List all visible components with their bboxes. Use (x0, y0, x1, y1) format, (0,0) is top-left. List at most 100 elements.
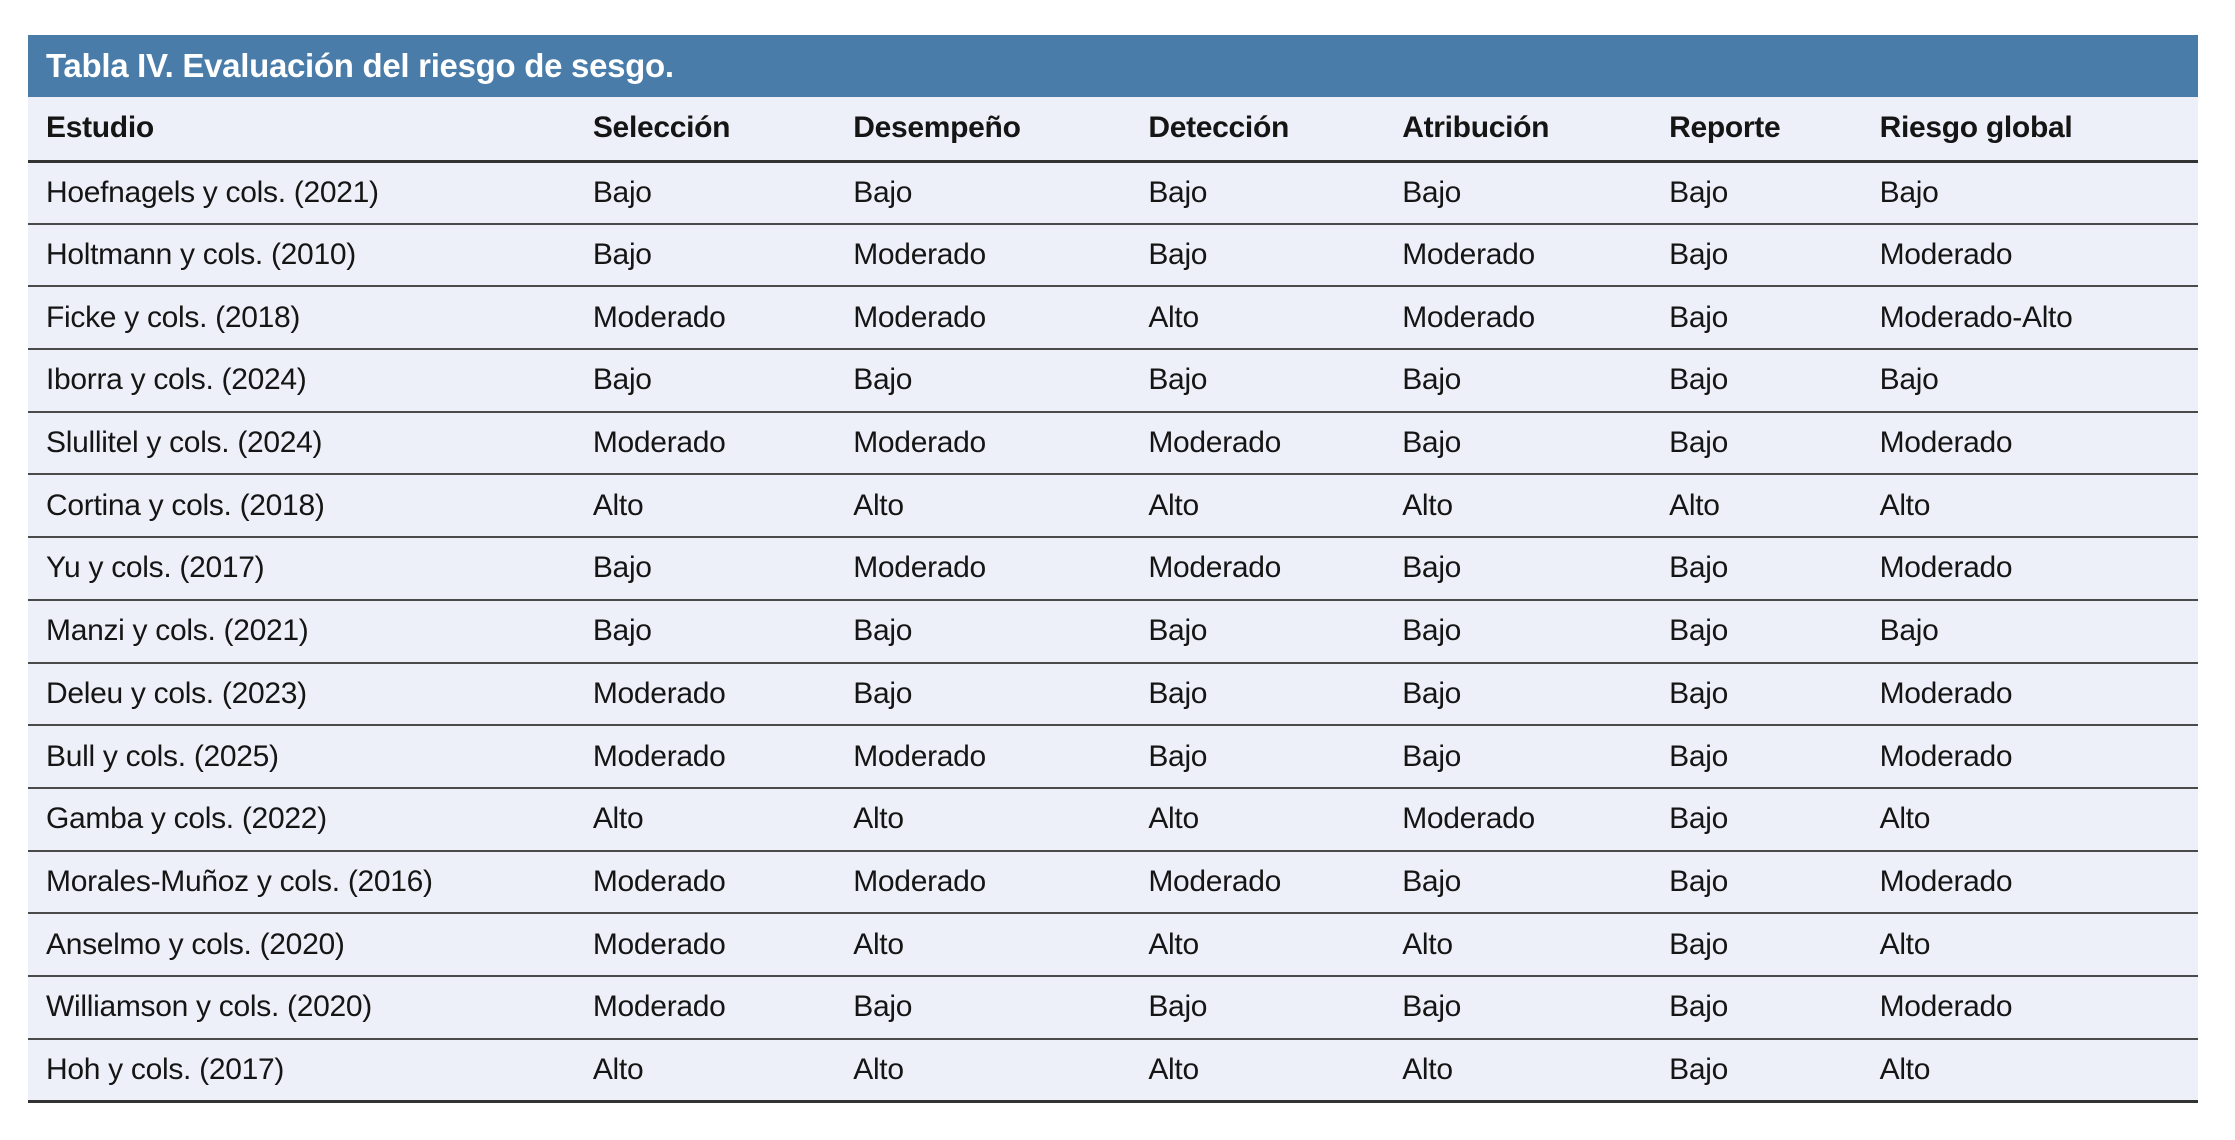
rating-cell: Bajo (1651, 850, 1862, 915)
rating-cell: Moderado (574, 286, 836, 351)
rating-cell: Bajo (574, 349, 836, 413)
rating-cell: Moderado (1861, 411, 2198, 476)
study-cell: Cortina y cols. (2018) (28, 474, 575, 539)
table-row: Gamba y cols. (2022) Alto Alto Alto Moderado… (28, 787, 2198, 852)
rating-cell: Bajo (1861, 599, 2198, 664)
rating-cell: Moderado (1130, 411, 1385, 476)
rating-cell: Alto (835, 1038, 1131, 1103)
rating-cell: Alto (1130, 913, 1385, 977)
rating-cell: Bajo (835, 599, 1131, 664)
risk-of-bias-table: Estudio Selección Desempeño Detección Atribu… (28, 97, 2198, 1103)
rating-cell: Bajo (1861, 161, 2198, 225)
rating-cell: Alto (1384, 474, 1652, 539)
rating-cell: Moderado (574, 662, 836, 727)
study-cell: Slullitel y cols. (2024) (28, 411, 575, 476)
study-cell: Hoh y cols. (2017) (28, 1038, 575, 1103)
table-row: Iborra y cols. (2024) Bajo Bajo Bajo Bajo Baj… (28, 349, 2198, 413)
rating-cell: Moderado (1130, 850, 1385, 915)
table-title-bar: Tabla IV. Evaluación del riesgo de sesgo… (28, 35, 2198, 97)
rating-cell: Alto (1861, 787, 2198, 852)
rating-cell: Bajo (1651, 161, 1862, 225)
table-row: Cortina y cols. (2018) Alto Alto Alto Alto Al… (28, 474, 2198, 539)
rating-cell: Alto (1384, 913, 1652, 977)
table-row: Anselmo y cols. (2020) Moderado Alto Alto Al… (28, 913, 2198, 977)
rating-cell: Alto (574, 474, 836, 539)
rating-cell: Alto (574, 787, 836, 852)
rating-cell: Bajo (1384, 725, 1652, 789)
rating-cell: Moderado (574, 411, 836, 476)
rating-cell: Bajo (835, 975, 1131, 1040)
rating-cell: Bajo (1130, 223, 1385, 288)
rating-cell: Alto (835, 787, 1131, 852)
table-row: Slullitel y cols. (2024) Moderado Moderado… (28, 411, 2198, 476)
rating-cell: Moderado (574, 913, 836, 977)
rating-cell: Bajo (1130, 662, 1385, 727)
study-cell: Deleu y cols. (2023) (28, 662, 575, 727)
rating-cell: Alto (1651, 474, 1862, 539)
table-row: Hoefnagels y cols. (2021) Bajo Bajo Bajo Baj… (28, 161, 2198, 225)
rating-cell: Bajo (1384, 850, 1652, 915)
rating-cell: Alto (835, 913, 1131, 977)
rating-cell: Bajo (1130, 599, 1385, 664)
rating-cell: Moderado (1384, 223, 1652, 288)
rating-cell: Alto (574, 1038, 836, 1103)
column-header: Riesgo global (1861, 97, 2198, 163)
rating-cell: Bajo (1651, 286, 1862, 351)
rating-cell: Bajo (574, 537, 836, 601)
rating-cell: Moderado (835, 850, 1131, 915)
rating-cell: Bajo (1651, 787, 1862, 852)
rating-cell: Bajo (1651, 537, 1862, 601)
rating-cell: Bajo (1384, 599, 1652, 664)
study-cell: Williamson y cols. (2020) (28, 975, 575, 1040)
rating-cell: Alto (1861, 913, 2198, 977)
table-row: Yu y cols. (2017) Bajo Moderado Moderado Baj… (28, 537, 2198, 601)
rating-cell: Bajo (574, 161, 836, 225)
rating-cell: Moderado (1384, 787, 1652, 852)
rating-cell: Moderado (1130, 537, 1385, 601)
rating-cell: Moderado (1861, 975, 2198, 1040)
rating-cell: Moderado (1861, 223, 2198, 288)
rating-cell: Bajo (1384, 537, 1652, 601)
column-header: Reporte (1651, 97, 1862, 163)
rating-cell: Bajo (1861, 349, 2198, 413)
rating-cell: Moderado-Alto (1861, 286, 2198, 351)
rating-cell: Bajo (1651, 223, 1862, 288)
rating-cell: Bajo (1384, 161, 1652, 225)
rating-cell: Moderado (574, 975, 836, 1040)
rating-cell: Bajo (1651, 349, 1862, 413)
rating-cell: Bajo (1130, 725, 1385, 789)
rating-cell: Bajo (1651, 411, 1862, 476)
rating-cell: Alto (1384, 1038, 1652, 1103)
rating-cell: Moderado (835, 286, 1131, 351)
rating-cell: Bajo (1651, 725, 1862, 789)
rating-cell: Moderado (574, 725, 836, 789)
rating-cell: Alto (1130, 787, 1385, 852)
rating-cell: Bajo (1130, 349, 1385, 413)
rating-cell: Moderado (835, 411, 1131, 476)
rating-cell: Moderado (1861, 537, 2198, 601)
column-header: Atribución (1384, 97, 1652, 163)
study-cell: Gamba y cols. (2022) (28, 787, 575, 852)
rating-cell: Bajo (1384, 349, 1652, 413)
study-cell: Hoefnagels y cols. (2021) (28, 161, 575, 225)
study-cell: Bull y cols. (2025) (28, 725, 575, 789)
table-row: Manzi y cols. (2021) Bajo Bajo Bajo Bajo Bajo… (28, 599, 2198, 664)
study-cell: Iborra y cols. (2024) (28, 349, 575, 413)
header-row: Estudio Selección Desempeño Detección Atribu… (28, 97, 2198, 163)
rating-cell: Bajo (1384, 975, 1652, 1040)
rating-cell: Bajo (1130, 161, 1385, 225)
rating-cell: Moderado (1861, 850, 2198, 915)
rating-cell: Bajo (835, 349, 1131, 413)
rating-cell: Bajo (1651, 599, 1862, 664)
study-cell: Anselmo y cols. (2020) (28, 913, 575, 977)
rating-cell: Moderado (574, 850, 836, 915)
rating-cell: Bajo (574, 223, 836, 288)
table-row: Ficke y cols. (2018) Moderado Moderado Alto… (28, 286, 2198, 351)
rating-cell: Bajo (1384, 411, 1652, 476)
rating-cell: Bajo (1651, 662, 1862, 727)
study-cell: Manzi y cols. (2021) (28, 599, 575, 664)
study-cell: Yu y cols. (2017) (28, 537, 575, 601)
column-header: Selección (574, 97, 836, 163)
rating-cell: Alto (835, 474, 1131, 539)
rating-cell: Bajo (1651, 975, 1862, 1040)
